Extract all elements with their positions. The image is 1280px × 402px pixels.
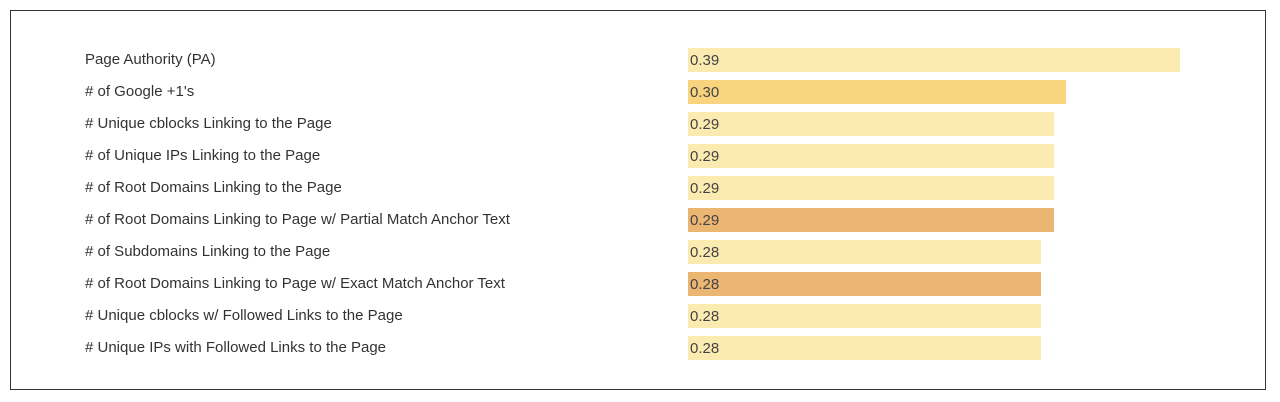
bar <box>688 48 1180 72</box>
bar-row: # Unique cblocks w/ Followed Links to th… <box>11 304 1265 328</box>
bar-row: # of Google +1's 0.30 <box>11 80 1265 104</box>
bar <box>688 272 1041 296</box>
category-label: # of Unique IPs Linking to the Page <box>85 147 321 164</box>
category-label: # of Root Domains Linking to Page w/ Par… <box>85 211 510 228</box>
value-label: 0.28 <box>690 340 720 357</box>
bar-row: # of Unique IPs Linking to the Page 0.29 <box>11 144 1265 168</box>
bar <box>688 144 1054 168</box>
category-label: # Unique cblocks w/ Followed Links to th… <box>85 307 403 324</box>
bar-row: # Unique cblocks Linking to the Page 0.29 <box>11 112 1265 136</box>
bar <box>688 80 1066 104</box>
bar <box>688 336 1041 360</box>
category-label: # of Root Domains Linking to the Page <box>85 179 342 196</box>
value-label: 0.29 <box>690 212 720 229</box>
value-label: 0.29 <box>690 148 720 165</box>
bar-row: # of Root Domains Linking to Page w/ Par… <box>11 208 1265 232</box>
bar <box>688 176 1054 200</box>
value-label: 0.29 <box>690 180 720 197</box>
bar <box>688 240 1041 264</box>
value-label: 0.28 <box>690 276 720 293</box>
category-label: # Unique IPs with Followed Links to the … <box>85 339 387 356</box>
value-label: 0.30 <box>690 84 720 101</box>
category-label: # of Root Domains Linking to Page w/ Exa… <box>85 275 505 292</box>
bar-row: # of Root Domains Linking to the Page 0.2… <box>11 176 1265 200</box>
category-label: # of Google +1's <box>85 83 195 100</box>
value-label: 0.39 <box>690 52 720 69</box>
bar-row: Page Authority (PA) 0.39 <box>11 48 1265 72</box>
bar <box>688 304 1041 328</box>
chart-frame: Page Authority (PA) 0.39 # of Google +1's 0… <box>10 10 1266 390</box>
category-label: # Unique cblocks Linking to the Page <box>85 115 332 132</box>
bar-row: # of Subdomains Linking to the Page 0.28 <box>11 240 1265 264</box>
value-label: 0.29 <box>690 116 720 133</box>
bar <box>688 208 1054 232</box>
value-label: 0.28 <box>690 308 720 325</box>
bar-row: # of Root Domains Linking to Page w/ Exa… <box>11 272 1265 296</box>
category-label: Page Authority (PA) <box>85 51 216 68</box>
bar-row: # Unique IPs with Followed Links to the … <box>11 336 1265 360</box>
value-label: 0.28 <box>690 244 720 261</box>
category-label: # of Subdomains Linking to the Page <box>85 243 331 260</box>
bar <box>688 112 1054 136</box>
